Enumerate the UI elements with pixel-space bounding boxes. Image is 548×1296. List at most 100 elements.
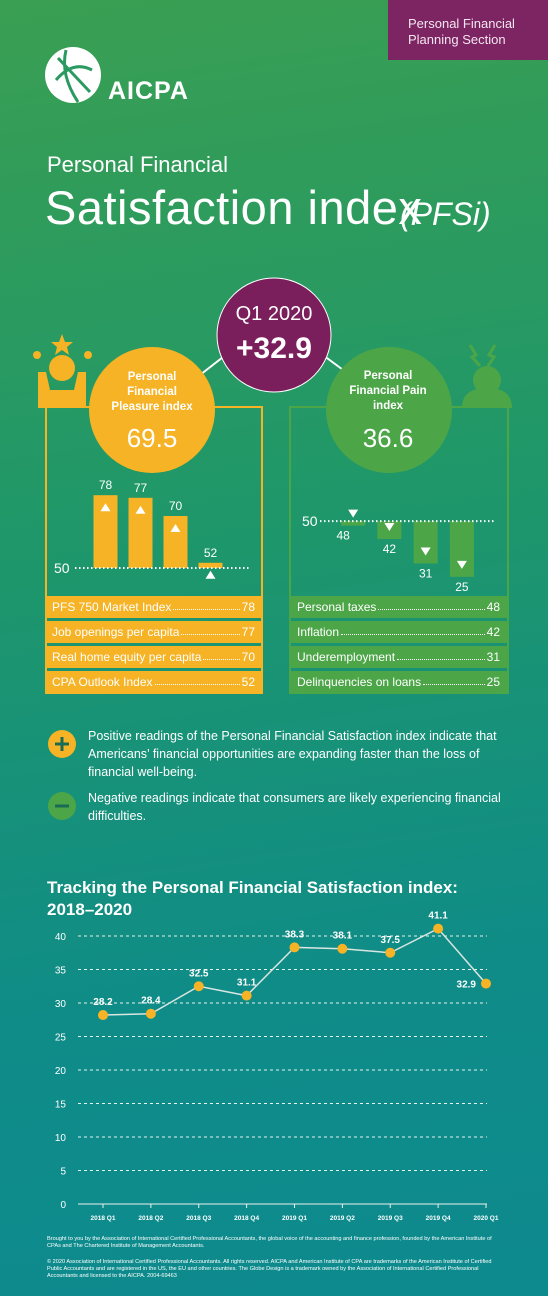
row-label: CPA Outlook Index [52,675,153,689]
logo-lines [54,49,93,103]
row-value: 48 [486,600,500,614]
arrow-icon [456,560,467,569]
row-value: 31 [486,650,500,664]
data-point [145,1008,156,1019]
bar [341,521,366,526]
data-point [337,943,348,954]
pain-circle [326,347,452,473]
value-label: 52 [204,546,218,560]
pain-title: Personal Financial Pain index [349,370,427,412]
pleasure-title: Personal Financial Pleasure index [111,371,193,413]
pain-value: 36.6 [362,423,414,453]
arrow-icon [420,547,431,556]
note: Positive readings of the Personal Financ… [88,729,497,779]
data-point [289,942,300,953]
value-label: 48 [336,529,350,543]
y-tick-label: 20 [55,1066,67,1077]
pleasure-value: 69.5 [126,423,178,453]
list-row: Underemployment 31 [290,646,507,668]
value-label: 42 [383,542,397,556]
row-label: Real home equity per capita [52,650,202,664]
y-tick-label: 35 [55,966,67,977]
data-point [385,947,396,958]
y-tick-label: 5 [60,1167,66,1178]
leader [423,676,485,685]
value-label: 32.5 [189,968,209,979]
value-label: 70 [169,499,183,513]
y-tick-label: 40 [55,932,67,943]
bar [198,562,223,568]
data-point [98,1010,108,1021]
arrow-icon [170,524,181,532]
title-line: Personal Financial [47,152,228,177]
y-tick-label: 50 [302,513,318,529]
footer-text: Brought to you by the Association of Int… [47,1236,492,1249]
footer-text: © 2020 Association of International Cert… [47,1259,492,1279]
row-value: 77 [241,625,255,639]
row-value: 78 [241,600,255,614]
y-tick-label: 15 [55,1100,67,1111]
list-row: PFS 750 Market Index 78 [45,596,262,618]
leader [378,601,485,610]
logo-text: AICPA [108,77,189,105]
bar [413,521,438,564]
arrow-icon [348,509,359,518]
happy-icon [33,334,92,408]
list-row: Job openings per capita 77 [45,621,262,643]
x-tick-label: 2019 Q3 [378,1215,403,1222]
value-label: 77 [134,481,148,495]
value-label: 25 [455,580,469,594]
list-row: Inflation 42 [290,621,507,643]
row-label: Delinquencies on loans [297,675,422,689]
chart-title: Tracking the Personal Financial Satisfac… [47,878,458,919]
row-value: 42 [486,625,500,639]
row-value: 52 [241,675,255,689]
list-row: Delinquencies on loans 25 [290,671,507,693]
headline-value: +32.9 [236,332,312,365]
note: Negative readings indicate that consumer… [88,791,501,823]
section-label: Personal Financial Planning Section [388,0,548,60]
leader [173,601,240,610]
leader [181,626,240,635]
x-tick-label: 2019 Q1 [282,1215,307,1222]
pleasure-circle [89,347,215,473]
value-label: 37.5 [381,935,401,946]
value-label: 31.1 [237,978,257,989]
title-abbr: (PFSi) [400,196,491,232]
leader [397,651,485,660]
headline-period: Q1 2020 [235,303,313,325]
stressed-icon [462,344,512,408]
y-tick-label: 25 [55,1033,67,1044]
x-tick-label: 2018 Q2 [138,1215,163,1222]
list-row: CPA Outlook Index 52 [45,671,262,693]
row-label: Inflation [297,625,340,639]
data-point [433,923,444,934]
leader [154,676,240,685]
row-label: Underemployment [297,650,396,664]
value-label: 41.1 [428,911,448,922]
pain-list: Personal taxes 48 Inflation 42 Underemployme… [290,596,507,696]
x-tick-label: 2018 Q3 [186,1215,211,1222]
value-label: 28.4 [141,996,161,1007]
y-tick-label: 30 [55,999,67,1010]
title-main: Satisfaction index [45,181,423,234]
value-label: 28.2 [93,997,113,1008]
arrow-icon [205,570,216,579]
row-label: Personal taxes [297,600,377,614]
bar [163,516,188,568]
list-row: Personal taxes 48 [290,596,507,618]
row-value: 25 [486,675,500,689]
data-point [193,981,204,992]
y-tick-label: 50 [54,560,70,576]
x-tick-label: 2020 Q1 [474,1215,499,1222]
x-tick-label: 2018 Q1 [91,1215,116,1222]
row-label: PFS 750 Market Index [52,600,172,614]
data-point [241,990,252,1001]
value-label: 31 [419,566,433,580]
value-label: 38.1 [333,931,353,942]
x-tick-label: 2018 Q4 [234,1215,259,1222]
leader [341,626,485,635]
value-label: 38.3 [285,929,305,940]
